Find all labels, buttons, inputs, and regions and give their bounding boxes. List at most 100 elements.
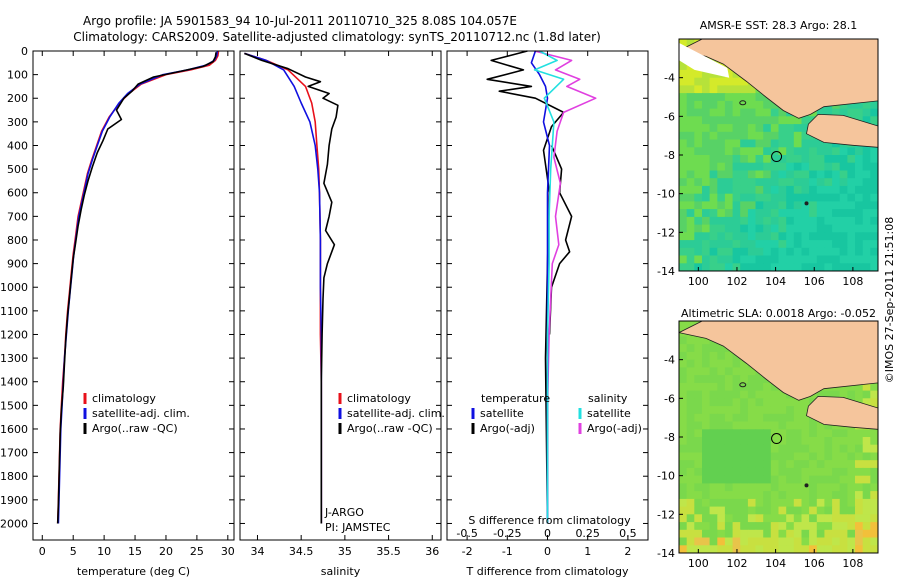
sst-map-cell <box>801 131 810 141</box>
sst-map-cell <box>763 100 772 110</box>
sla-map-cell <box>801 421 810 430</box>
sst-map-cell <box>679 62 688 71</box>
sst-map-cell <box>732 77 741 86</box>
sst-map-cell <box>694 131 703 141</box>
sla-map-cell <box>686 398 695 407</box>
sst-map-cell <box>824 139 833 148</box>
sst-map-cell <box>702 216 711 226</box>
sst-map-cell <box>755 185 764 195</box>
sla-map-cell <box>747 467 757 477</box>
sst-map-cell <box>717 224 726 233</box>
sst-map-cell <box>709 85 718 94</box>
salinity-legend-label: climatology <box>347 392 411 405</box>
difference-xtick-label: -2 <box>462 545 473 558</box>
sst-map-cell <box>724 139 734 148</box>
sla-map-cell <box>809 421 818 430</box>
sla-map-cell <box>855 452 864 461</box>
sla-map-cell <box>679 429 688 438</box>
sst-map-cell <box>763 255 772 264</box>
sla-map-cell <box>793 537 803 546</box>
sst-map-cell <box>786 263 795 271</box>
sla-map-cell <box>816 545 826 553</box>
sst-map-cell <box>824 108 833 117</box>
sla-map-cell <box>702 506 711 515</box>
sla-map-cell <box>793 467 803 477</box>
sla-map-cell <box>747 429 757 438</box>
sla-map-cell <box>870 475 878 484</box>
sst-map-cell <box>770 193 780 202</box>
sla-map-cell <box>709 359 718 368</box>
sla-map-cell <box>694 429 703 438</box>
sst-map-xtick-label: 108 <box>842 275 863 288</box>
sla-map-cell <box>793 529 803 539</box>
sla-map-cell <box>809 429 818 438</box>
sla-map-cell <box>801 475 810 484</box>
sst-map-cell <box>832 108 841 117</box>
sla-map-cell <box>724 514 734 523</box>
sst-map-cell <box>839 247 848 257</box>
sla-map-cell <box>747 367 757 376</box>
temperature-legend-label: Argo(..raw -QC) <box>92 422 178 435</box>
sst-map-cell <box>855 232 864 241</box>
sst-map-cell <box>847 193 856 202</box>
sst-map-cell <box>763 240 772 249</box>
sla-map-cell <box>847 483 856 492</box>
sst-map-cell <box>747 124 757 133</box>
temperature-ytick-label: 600 <box>7 187 28 200</box>
sst-map-cell <box>740 224 749 233</box>
sla-map-cell <box>724 382 734 392</box>
sla-map-cell <box>702 398 711 407</box>
sla-map-cell <box>747 398 757 407</box>
sla-map-cell <box>793 398 803 407</box>
sst-map-cell <box>724 69 734 79</box>
temperature-ytick-label: 1300 <box>0 352 28 365</box>
sla-map-cell <box>679 498 688 508</box>
temperature-panel: 0 5 10 15 20 25 300100200300400500600700800900… <box>0 45 235 578</box>
sla-map-cell <box>694 351 703 361</box>
sla-map-cell <box>839 460 848 469</box>
sla-map-cell <box>809 452 818 461</box>
sst-map-cell <box>793 224 803 233</box>
sst-map-cell <box>747 162 757 171</box>
sst-map-cell <box>763 224 772 233</box>
sst-map-cell <box>724 193 734 202</box>
sla-map-cell <box>855 467 864 477</box>
sst-map-cell <box>770 155 780 164</box>
sla-map-cell <box>793 452 803 461</box>
sst-map-cell <box>763 216 772 226</box>
sla-map-cell <box>702 375 711 384</box>
sla-map-cell <box>786 522 795 531</box>
sst-map-cell <box>740 255 749 264</box>
sst-map-cell <box>770 139 780 148</box>
sla-map-cell <box>709 452 718 461</box>
sst-map-cell <box>717 77 726 86</box>
sla-map-cell <box>770 475 780 484</box>
sst-map-cell <box>717 209 726 218</box>
sst-map-cell <box>786 147 795 156</box>
sla-map-cell <box>709 483 718 492</box>
sst-map-cell <box>717 155 726 164</box>
sst-map-cell <box>824 240 833 249</box>
sla-map-cell <box>755 475 764 484</box>
sla-map-cell <box>686 545 695 553</box>
sla-map-cell <box>702 475 711 484</box>
sla-map-cell <box>770 444 780 453</box>
sla-map-cell <box>832 475 841 484</box>
sla-map-cell <box>786 514 795 523</box>
sst-map-christmas-island <box>804 201 809 206</box>
sla-map-cell <box>824 444 833 453</box>
sla-map-cell <box>694 452 703 461</box>
sla-map-cell <box>778 491 787 500</box>
sst-map-cell <box>801 162 810 171</box>
sla-map-cell <box>702 514 711 523</box>
sst-map-cell <box>755 193 764 202</box>
sla-map-cell <box>855 460 864 469</box>
sla-map-cell <box>694 491 703 500</box>
difference-legend-label: satellite <box>587 407 631 420</box>
sst-map-cell <box>763 108 772 117</box>
sla-map-cell <box>793 483 803 492</box>
sla-map-cell <box>709 460 718 469</box>
sst-map-cell <box>870 209 878 218</box>
sst-map-cell <box>686 147 695 156</box>
sst-map-cell <box>686 224 695 233</box>
